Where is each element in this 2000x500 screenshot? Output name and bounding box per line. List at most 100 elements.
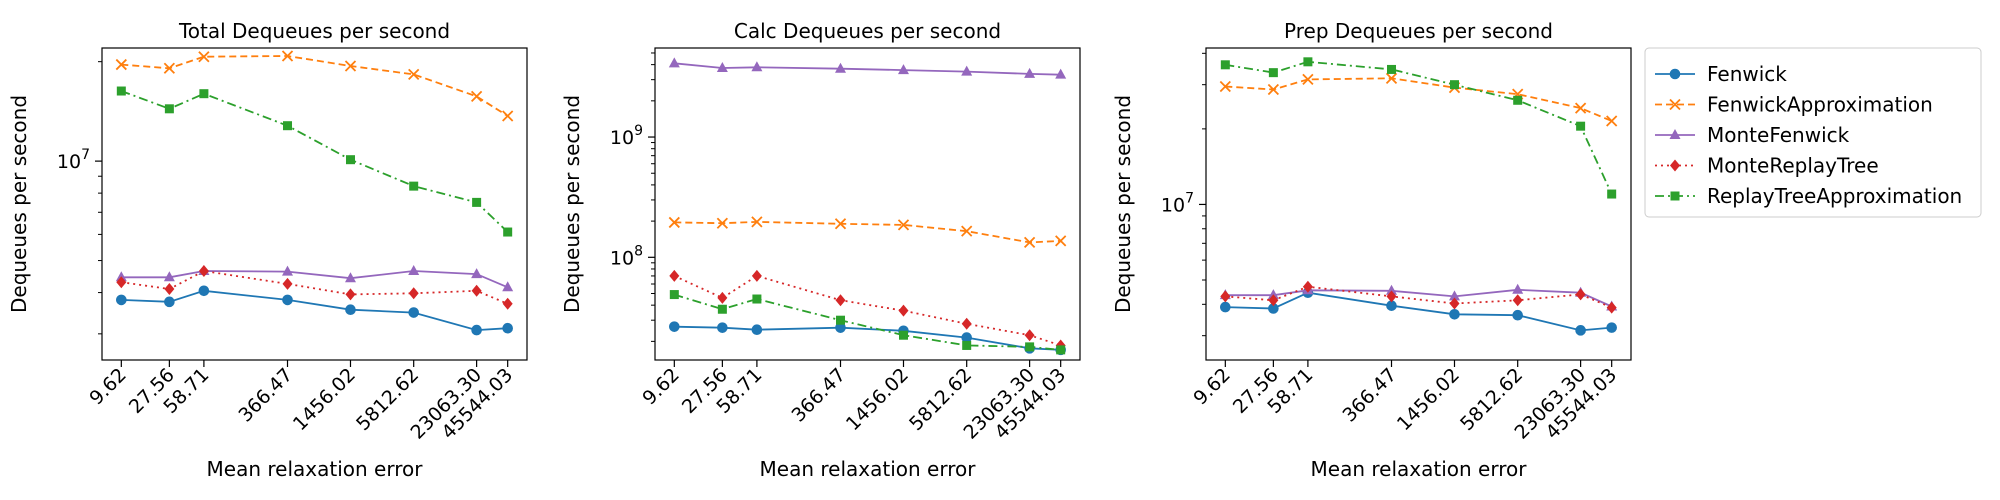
legend-marker [1669,98,1681,111]
series-monte-fenwick [668,57,1067,79]
data-point [961,317,972,330]
legend-item: MonteFenwick [1655,123,1850,147]
chart-title: Prep Dequeues per second [1284,19,1553,43]
data-point [164,104,174,114]
data-point [1607,189,1617,199]
data-point [1387,64,1397,74]
legend-label: Fenwick [1707,62,1787,86]
data-point [1449,308,1460,320]
data-point [1220,60,1230,70]
data-point [1023,236,1036,249]
series-line [1225,60,1613,195]
data-point [1220,301,1231,313]
data-point [1606,322,1617,333]
data-point [345,304,356,315]
legend: Fenwick FenwickApproximation MonteFenwick M… [1644,47,1982,218]
x-tick-label: 1456.02 [842,364,913,435]
legend-marker [1669,129,1681,139]
data-point [1513,95,1523,105]
series-fenwick-approximation [1219,72,1618,127]
data-point [836,315,846,325]
plot-frame [654,47,1081,361]
data-point [1302,73,1314,85]
data-point [116,276,127,289]
series-monte-fenwick [115,264,514,292]
data-point [502,322,513,334]
series-line [1225,77,1613,122]
data-point [282,265,294,276]
data-point [1268,294,1279,307]
x-axis-label: Mean relaxation error [207,457,424,481]
legend-item: ReplayTreeApproximation [1655,184,1962,208]
x-tick-label: 366.47 [234,364,297,427]
data-point [717,322,728,333]
series-line [1225,291,1612,332]
data-point [835,294,846,307]
data-point [1267,289,1279,300]
data-point [834,218,847,230]
legend-label: MonteFenwick [1707,123,1850,147]
series-line [674,220,1061,244]
series-line [121,270,509,305]
data-point [282,294,293,306]
series-fenwick-approximation [115,50,514,122]
data-point [345,288,356,301]
series-line [674,325,1061,351]
series-replay-tree-approximation [669,290,1066,355]
data-point [668,216,680,229]
data-point [1448,290,1460,301]
data-point [1575,288,1586,301]
data-point [1386,290,1397,303]
data-point [1449,297,1460,310]
x-tick-label: 366.47 [1338,364,1401,427]
data-point [1385,72,1398,84]
data-point [408,287,419,300]
data-point [472,197,482,207]
data-point [1606,301,1617,314]
series-line [121,55,509,117]
data-point [1055,235,1067,247]
data-point [164,296,175,308]
data-point [281,50,294,62]
legend-label: FenwickApproximation [1707,93,1933,117]
data-point [1024,67,1036,78]
data-point [1606,115,1618,127]
data-point [470,90,483,103]
plot-frame [101,47,528,361]
data-point [503,227,513,237]
data-point [669,290,679,300]
data-point [115,58,127,71]
data-point [717,304,727,314]
y-tick-label: 107 [57,147,90,173]
data-point [1575,325,1586,336]
data-point [1220,290,1231,303]
data-point [344,272,356,283]
data-point [751,216,763,228]
data-point [502,281,514,292]
data-point [1268,68,1278,78]
data-point [163,271,175,282]
series-fenwick [116,285,513,336]
series-monte-replay-tree [1220,280,1617,314]
data-point [716,217,729,229]
data-point [502,110,514,122]
series-line [1225,288,1613,308]
data-point [897,219,910,231]
series-fenwick-approximation [668,216,1067,249]
y-axis-label: Dequeues per second [560,95,584,313]
data-point [669,321,680,332]
data-point [898,330,908,340]
data-point [1512,309,1523,321]
series-line [121,270,509,289]
legend-frame [1644,47,1982,218]
data-point [116,86,126,96]
data-point [1055,68,1067,79]
data-point [408,264,420,275]
data-point [344,60,357,72]
chart-panel-2: Calc Dequeues per second1081099.6227.565… [560,19,1081,481]
data-point [1449,80,1459,90]
data-point [1512,294,1523,307]
data-point [751,269,762,282]
y-tick-label: 108 [610,243,643,269]
